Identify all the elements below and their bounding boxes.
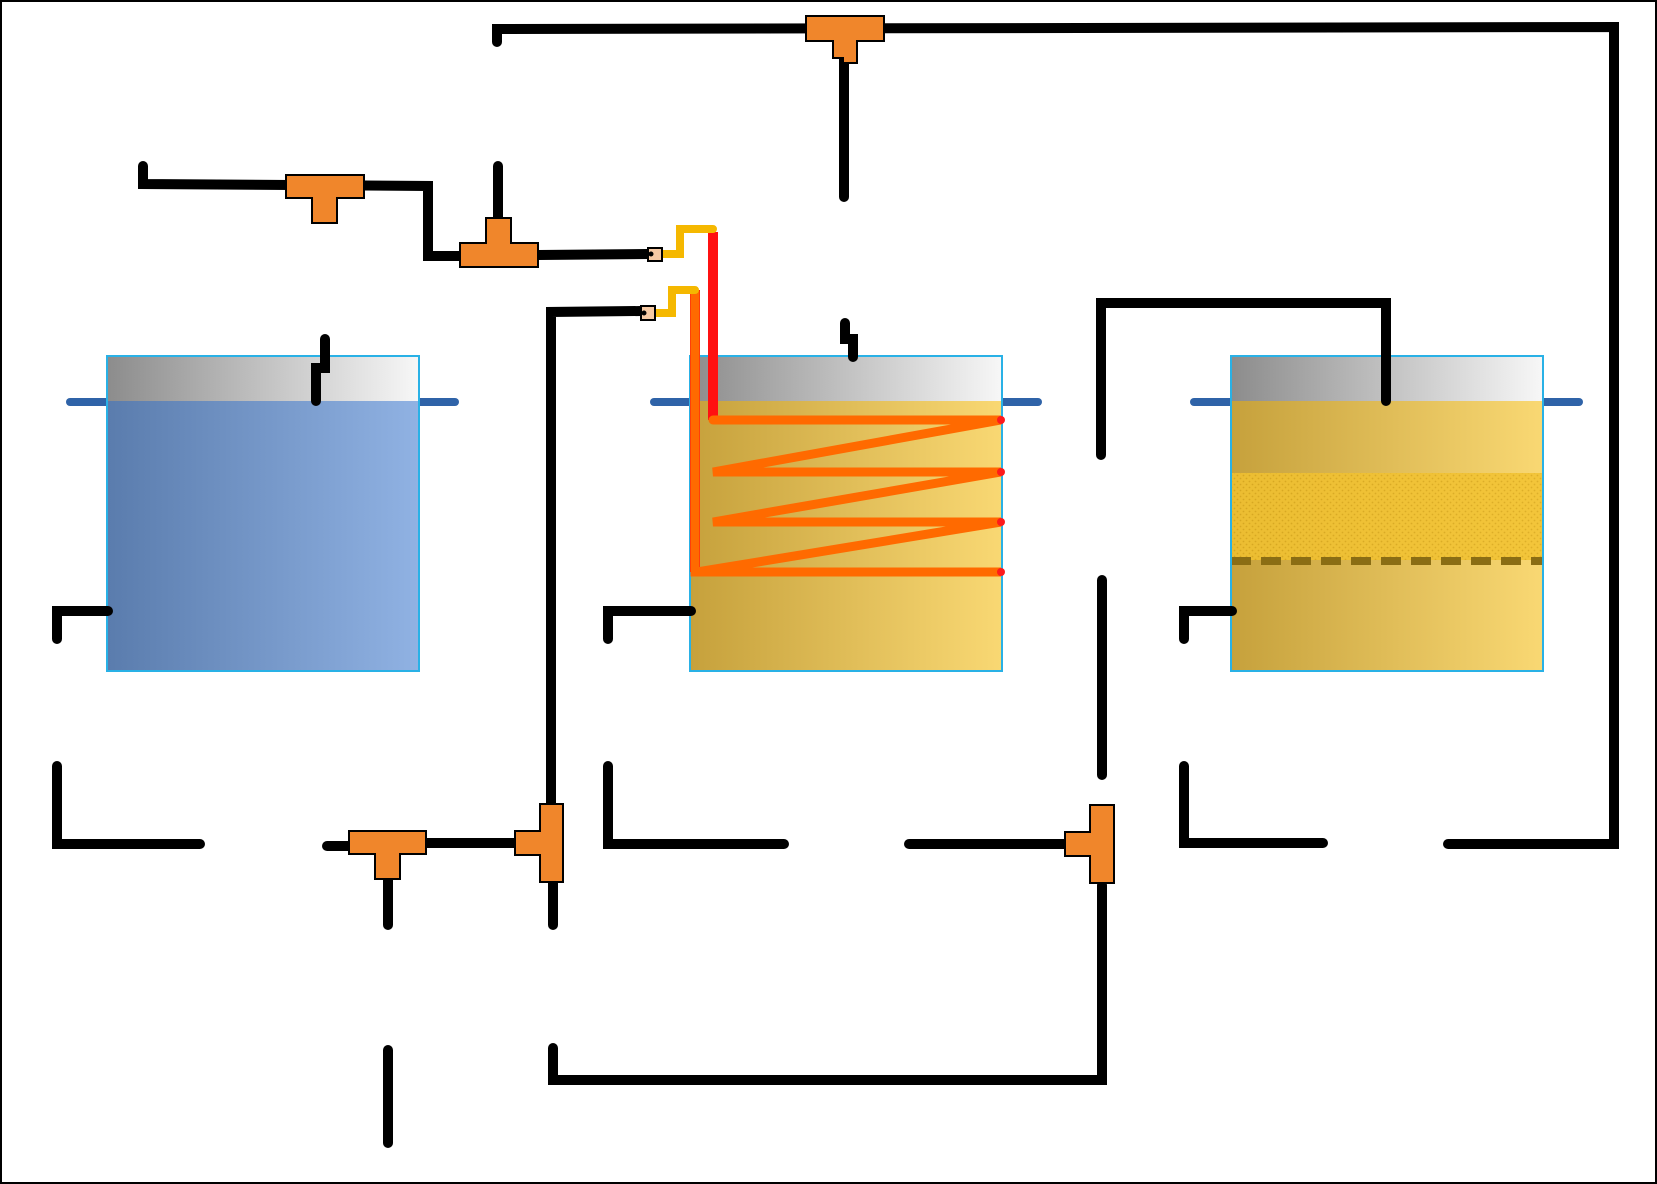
pipe [603, 606, 696, 644]
tee-fitting-icon[interactable] [459, 217, 539, 268]
coil-terminal [997, 518, 1005, 526]
pipe [1179, 761, 1328, 848]
pipe [138, 161, 465, 261]
connector-pin [641, 310, 647, 316]
pipe [840, 318, 858, 362]
connector-body [647, 247, 663, 262]
tee-fitting-icon[interactable] [285, 174, 365, 224]
pipe [52, 761, 205, 849]
tee-fitting-icon[interactable] [348, 830, 427, 880]
piping [52, 21, 1619, 1148]
tank-water [107, 401, 419, 671]
pipe [548, 880, 1107, 1085]
tee-fitting-icon[interactable] [805, 15, 885, 64]
pipe [533, 249, 653, 260]
connector-pin [648, 251, 654, 257]
hot-liquor-tank [66, 355, 459, 672]
pipe [1179, 606, 1237, 644]
tank-outline [106, 355, 420, 672]
electrical-connector-icon[interactable] [640, 305, 656, 321]
pipe [311, 334, 330, 406]
tee-fitting-icon[interactable] [1064, 804, 1115, 884]
pipe [1096, 298, 1391, 460]
tee-fitting-icon[interactable] [514, 803, 564, 883]
connector-body [640, 305, 656, 321]
heating-coil [690, 287, 1002, 577]
coil-terminal [997, 416, 1005, 424]
coil-terminal [997, 468, 1005, 476]
grain-bed [1231, 473, 1543, 560]
pipe [52, 606, 113, 644]
tee-fittings [285, 15, 1115, 884]
warm-lead-upper [658, 225, 717, 258]
pipe [492, 21, 1619, 849]
tank-headspace [690, 356, 1002, 401]
warm-lead-lower [651, 286, 699, 317]
tank-wort [690, 401, 1002, 671]
tank-headspace [107, 356, 419, 401]
coil-terminal [997, 568, 1005, 576]
electrical-connector-icon[interactable] [647, 247, 663, 262]
pipe [546, 306, 646, 811]
pipe [603, 761, 789, 849]
heating-coil-icon [651, 225, 1005, 577]
